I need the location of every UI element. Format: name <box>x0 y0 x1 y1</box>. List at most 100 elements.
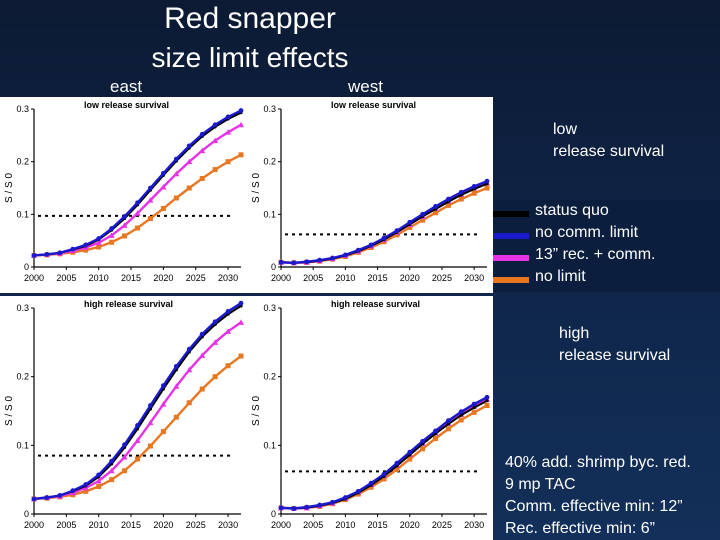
data-point <box>160 401 167 407</box>
data-point <box>342 495 348 500</box>
chart-panel-east-low: low release survival 0 0.1 0.2 0.3 2000 2005 20… <box>0 97 247 293</box>
data-point <box>304 504 310 510</box>
data-point <box>212 137 219 144</box>
data-point <box>57 493 63 498</box>
y-tick-label: 0.3 <box>16 303 29 313</box>
data-point <box>148 403 153 408</box>
legend-label: status quo <box>535 202 609 219</box>
x-tick-label: 2000 <box>24 273 44 283</box>
data-point <box>458 409 464 415</box>
data-point <box>445 426 451 432</box>
series-line-1 <box>280 396 488 510</box>
data-point <box>471 409 477 415</box>
x-tick-label: 2000 <box>24 520 44 530</box>
low-label-line2: release survival <box>553 143 665 160</box>
data-point <box>355 247 361 253</box>
legend: status quo no comm. limit 13” rec. + com… <box>493 200 720 292</box>
data-point <box>212 319 218 325</box>
legend-label: no comm. limit <box>535 224 639 241</box>
chart-east-low: low release survival 0 0.1 0.2 0.3 2000 2005 20… <box>4 100 244 283</box>
data-point <box>317 257 323 263</box>
x-tick-label: 2000 <box>271 520 291 530</box>
y-tick-label: 0.1 <box>16 209 29 219</box>
data-point <box>109 458 115 464</box>
data-point <box>212 122 218 128</box>
y-tick-label: 0.1 <box>263 209 276 219</box>
y-axis-label: S / S 0 <box>251 396 262 426</box>
y-axis-label: S / S 0 <box>4 173 15 203</box>
data-point <box>212 339 219 345</box>
y-tick-label: 0.2 <box>263 372 276 382</box>
data-point <box>83 242 89 248</box>
data-point <box>420 438 426 444</box>
x-tick-label: 2030 <box>464 520 484 530</box>
data-point <box>433 204 438 209</box>
legend-item-no-limit: no limit <box>493 268 720 290</box>
data-point <box>134 437 141 444</box>
low-release-survival-label: low release survival <box>553 119 664 163</box>
data-point <box>394 466 400 472</box>
data-point <box>173 156 179 162</box>
data-point <box>212 374 218 380</box>
data-point <box>199 131 205 137</box>
series-line-0 <box>33 111 242 257</box>
data-point <box>484 185 490 191</box>
data-point <box>471 184 477 189</box>
chart-subtitle: high release survival <box>84 299 173 309</box>
series-line-1 <box>33 302 242 501</box>
data-point <box>147 216 153 222</box>
x-tick-label: 2010 <box>335 273 355 283</box>
data-point <box>225 309 231 314</box>
data-point <box>199 352 206 358</box>
data-point <box>108 232 115 238</box>
data-point <box>160 206 166 212</box>
data-point <box>186 366 193 373</box>
data-point <box>291 260 297 266</box>
data-point <box>121 222 128 228</box>
data-point <box>109 226 115 231</box>
data-point <box>330 499 335 505</box>
data-point <box>381 471 387 477</box>
data-point <box>199 176 205 182</box>
data-point <box>291 506 297 511</box>
data-point <box>238 152 244 158</box>
x-tick-label: 2015 <box>121 273 141 283</box>
data-point <box>186 143 192 149</box>
x-tick-label: 2015 <box>121 520 141 530</box>
data-point <box>70 488 76 494</box>
chart-subtitle: low release survival <box>331 100 416 110</box>
x-tick-label: 2025 <box>432 273 452 283</box>
data-point <box>484 403 490 409</box>
data-point <box>122 214 127 219</box>
high-release-survival-label: high release survival <box>559 323 670 367</box>
chart-west-low: low release survival 0 0.1 0.2 0.3 2000 2005 20… <box>251 100 490 283</box>
data-point <box>420 446 426 452</box>
chart-panel-west-high: high release survival 0 0.1 0.2 0.3 2000 2005 2… <box>247 296 493 540</box>
data-point <box>407 219 413 225</box>
data-point <box>459 413 463 417</box>
x-tick-label: 2030 <box>464 273 484 283</box>
data-point <box>433 210 438 216</box>
data-point <box>122 442 127 448</box>
y-axis-label: S / S 0 <box>4 396 15 426</box>
y-tick-label: 0 <box>24 509 29 519</box>
data-point <box>147 443 153 449</box>
y-tick-label: 0.2 <box>16 157 29 167</box>
low-label-line1: low <box>553 121 578 138</box>
note-line: Comm. effective min: 12” <box>505 498 683 515</box>
data-point <box>407 225 413 230</box>
slide-title-line2: size limit effects <box>151 42 349 73</box>
data-point <box>394 228 400 234</box>
data-point <box>83 488 89 494</box>
data-point <box>278 259 284 265</box>
x-tick-label: 2020 <box>153 520 173 530</box>
data-point <box>57 250 63 256</box>
data-point <box>44 251 50 257</box>
x-tick-label: 2005 <box>56 520 76 530</box>
x-tick-label: 2025 <box>186 520 206 530</box>
data-point <box>368 242 374 248</box>
data-point <box>484 178 490 184</box>
data-point <box>471 190 477 196</box>
data-point <box>135 456 140 462</box>
x-tick-label: 2010 <box>89 520 109 530</box>
